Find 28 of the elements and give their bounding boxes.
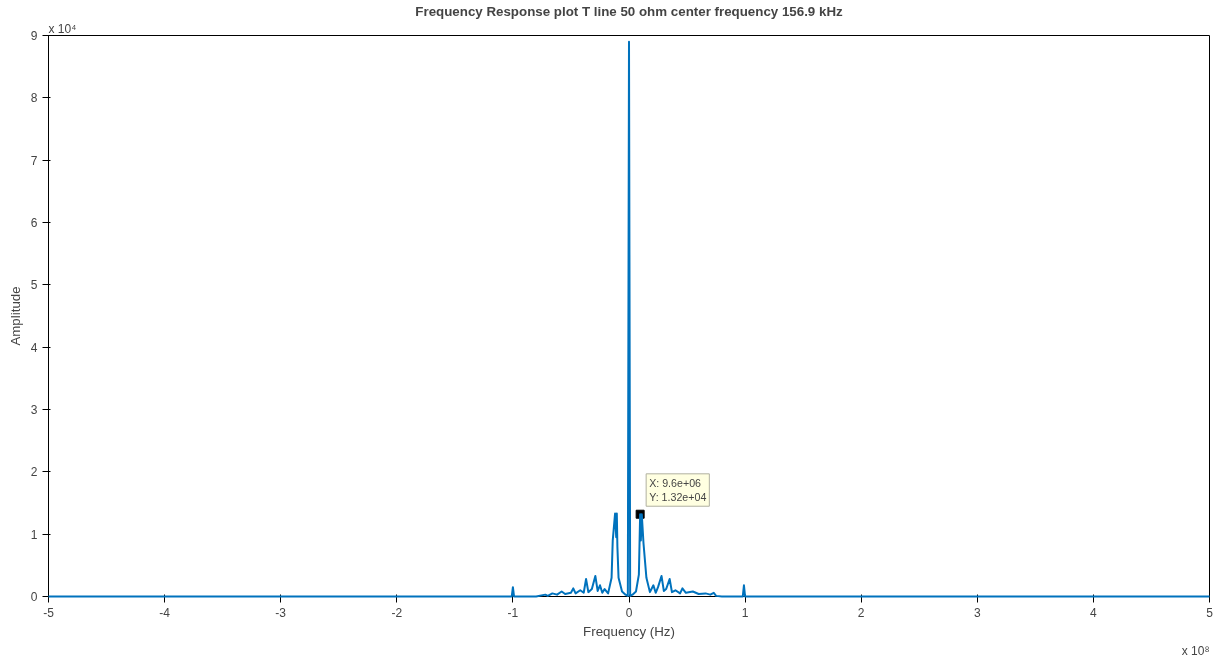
x-tick-label: 2 <box>857 605 865 620</box>
x-tick-label: -3 <box>275 605 287 620</box>
y-tick-label: 9 <box>30 29 38 43</box>
annotation: X: 9.6e+06 Y: 1.32e+04 <box>649 476 707 504</box>
x-tick-label: 3 <box>973 605 981 620</box>
x-tick-label: -2 <box>391 605 403 620</box>
y-tick-label: 7 <box>30 153 38 168</box>
y-tick-label: 1 <box>30 527 38 542</box>
x-axis-title: Frequency (Hz) <box>583 623 675 639</box>
text: x 10⁸ <box>1181 643 1210 658</box>
y-tick-label: 0 <box>30 590 38 604</box>
x-tick-label: 4 <box>1090 605 1098 620</box>
y-tick-label: 8 <box>30 91 38 106</box>
y-tick-label: 5 <box>30 278 38 293</box>
x-tick-label: 0 <box>625 605 633 620</box>
x-tick-label: -4 <box>159 605 171 620</box>
y-tick-label: 4 <box>30 340 38 355</box>
x-tick-label: 5 <box>1206 605 1214 620</box>
line-series <box>47 40 1211 598</box>
x-tick-label: -5 <box>43 605 55 620</box>
annotation: x 10⁴ <box>48 21 77 36</box>
y-tick-label: 2 <box>30 465 38 480</box>
y-tick-label: 3 <box>30 403 38 417</box>
x-tick-label: 1 <box>741 605 749 620</box>
y-axis-title: Amplitude <box>7 286 23 346</box>
chart-title: Frequency Response plot T line 50 ohm center frequency 156.9 kHz <box>415 3 844 19</box>
x-tick-label: -1 <box>507 605 519 620</box>
y-tick-label: 6 <box>30 216 38 230</box>
